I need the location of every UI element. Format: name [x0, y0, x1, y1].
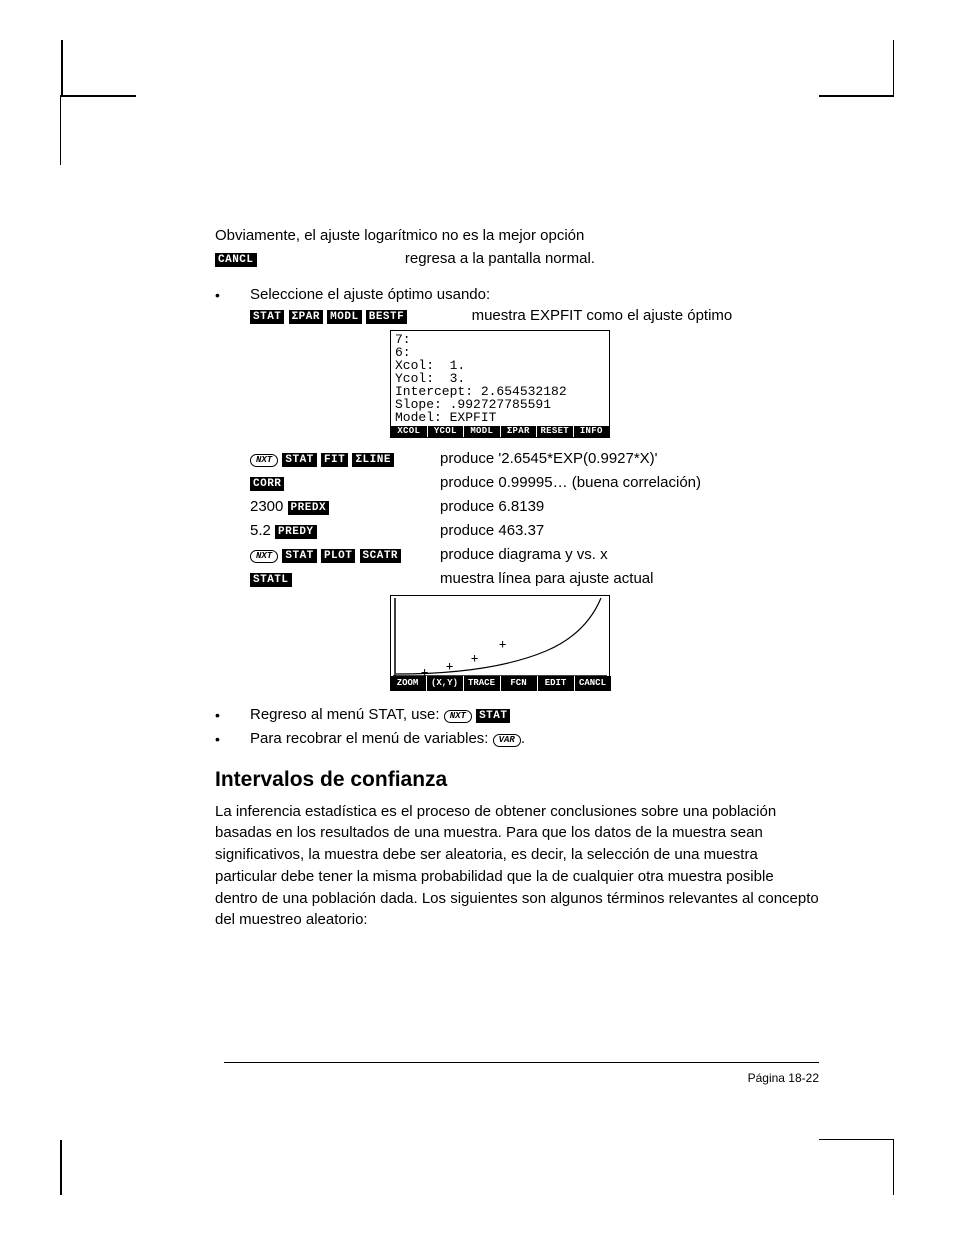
bullet1-after: muestra EXPFIT como el ajuste óptimo — [472, 307, 733, 324]
plot-menu: ZOOM(X,Y)TRACEFCNEDITCANCL — [390, 676, 611, 691]
var-oval-key: VAR — [493, 734, 521, 747]
bullet-marker: • — [215, 728, 250, 750]
corr-key: CORR — [250, 477, 284, 491]
calc-menu-item: YCOL — [428, 426, 465, 437]
stat-key: STAT — [250, 310, 284, 324]
page-content: Obviamente, el ajuste logarítmico no es … — [215, 225, 819, 931]
plot-menu-item: TRACE — [464, 676, 501, 691]
page-footer: Página 18-22 — [224, 1062, 819, 1085]
σline-key: ΣLINE — [352, 453, 394, 467]
bullet1-text: Seleccione el ajuste óptimo usando: — [250, 284, 819, 305]
plot-point: + — [446, 658, 453, 675]
bullet3-suffix: . — [521, 730, 525, 747]
bullet3-body: Para recobrar el menú de variables: VAR. — [250, 728, 819, 750]
crop-mark-br — [893, 1140, 895, 1195]
calc-screen-1-menu: XCOLYCOLMODLΣPARRESETINFO — [391, 426, 609, 437]
cmd-left: CORR — [250, 472, 440, 493]
plot-menu-item: FCN — [501, 676, 538, 691]
nxt-oval-key: NXT — [250, 454, 278, 467]
plot-point: + — [499, 636, 506, 653]
plot-menu-item: (X,Y) — [427, 676, 464, 691]
cmd-right: produce 463.37 — [440, 520, 819, 541]
section-body: La inferencia estadística es el proceso … — [215, 801, 819, 932]
bullet-marker: • — [215, 284, 250, 694]
plot-menu-item: EDIT — [538, 676, 575, 691]
plot-box: ++++ ZOOM(X,Y)TRACEFCNEDITCANCL — [390, 595, 610, 690]
plot-point: + — [471, 650, 478, 667]
cmd-right: produce '2.6545*EXP(0.9927*X)' — [440, 448, 819, 469]
calc-menu-item: RESET — [537, 426, 574, 437]
cmd-left: 5.2 PREDY — [250, 520, 440, 541]
bullet-2: • Regreso al menú STAT, use: NXT STAT — [215, 704, 819, 726]
nxt-oval-key: NXT — [250, 550, 278, 563]
crop-mark-tl — [60, 95, 135, 165]
section-heading: Intervalos de confianza — [215, 765, 819, 794]
cmd-right: produce diagrama y vs. x — [440, 544, 819, 565]
intro-line2-text: regresa a la pantalla normal. — [405, 250, 595, 267]
predy-key: PREDY — [275, 525, 317, 539]
modl-key: MODL — [327, 310, 361, 324]
crop-mark-bl — [60, 1140, 62, 1195]
statl-key: STATL — [250, 573, 292, 587]
bullet2-body: Regreso al menú STAT, use: NXT STAT — [250, 704, 819, 726]
bullet-marker: • — [215, 704, 250, 726]
command-table: NXT STAT FIT ΣLINE produce '2.6545*EXP(0… — [250, 448, 819, 589]
bestf-key: BESTF — [366, 310, 408, 324]
cmd-left: 2300 PREDX — [250, 496, 440, 517]
cmd-left: STATL — [250, 568, 440, 589]
calc-menu-item: XCOL — [391, 426, 428, 437]
stat-key: STAT — [282, 453, 316, 467]
intro-line1: Obviamente, el ajuste logarítmico no es … — [215, 225, 819, 246]
stat-key: STAT — [282, 549, 316, 563]
stat-key: STAT — [476, 709, 510, 723]
fit-key: FIT — [321, 453, 348, 467]
cmd-left: NXT STAT PLOT SCATR — [250, 544, 440, 565]
calc-screen-1-body: 7: 6: Xcol: 1. Ycol: 3. Intercept: 2.654… — [391, 331, 609, 426]
cmd-left: NXT STAT FIT ΣLINE — [250, 448, 440, 469]
scatr-key: SCATR — [360, 549, 402, 563]
cmd-right: produce 6.8139 — [440, 496, 819, 517]
cancl-key: CANCL — [215, 253, 257, 267]
calc-menu-item: ΣPAR — [501, 426, 538, 437]
bullet-1: • Seleccione el ajuste óptimo usando: ST… — [215, 284, 819, 694]
bullet-3: • Para recobrar el menú de variables: VA… — [215, 728, 819, 750]
bullet3-text: Para recobrar el menú de variables: — [250, 730, 493, 747]
calc-menu-item: INFO — [574, 426, 610, 437]
crop-mark-tr — [893, 40, 895, 95]
calc-screen-1: 7: 6: Xcol: 1. Ycol: 3. Intercept: 2.654… — [390, 330, 610, 438]
plot-menu-item: ZOOM — [390, 676, 427, 691]
intro-line2: CANCL regresa a la pantalla normal. — [215, 248, 819, 269]
bullet1-keys-row: STAT ΣPAR MODL BESTF muestra EXPFIT como… — [250, 305, 819, 326]
nxt-oval-key: NXT — [444, 710, 472, 723]
bullet2-text: Regreso al menú STAT, use: — [250, 706, 444, 723]
plot-key: PLOT — [321, 549, 355, 563]
predx-key: PREDX — [288, 501, 330, 515]
cmd-right: produce 0.99995… (buena correlación) — [440, 472, 819, 493]
calc-menu-item: MODL — [464, 426, 501, 437]
σpar-key: ΣPAR — [289, 310, 323, 324]
plot-menu-item: CANCL — [575, 676, 611, 691]
cmd-right: muestra línea para ajuste actual — [440, 568, 819, 589]
